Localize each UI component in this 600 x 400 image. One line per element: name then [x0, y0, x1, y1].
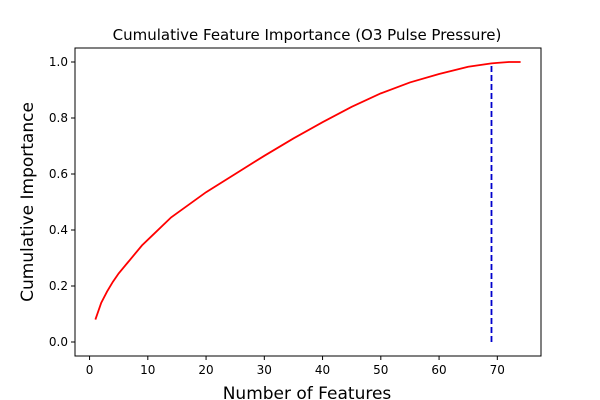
x-tick-label: 40 [315, 363, 330, 377]
axes-frame [74, 47, 542, 357]
x-tick-label: 0 [86, 363, 94, 377]
chart-title: Cumulative Feature Importance (O3 Pulse … [113, 26, 502, 44]
y-tick-label: 0.2 [49, 279, 68, 293]
x-axis-ticks: 0 10 20 30 40 50 60 70 [86, 356, 505, 377]
x-tick-label: 60 [431, 363, 446, 377]
y-axis-label: Cumulative Importance [18, 102, 38, 302]
x-tick-label: 30 [257, 363, 272, 377]
y-tick-label: 0.6 [49, 167, 68, 181]
x-tick-label: 20 [198, 363, 213, 377]
y-tick-label: 0.4 [49, 223, 68, 237]
x-tick-label: 10 [140, 363, 155, 377]
series-layer [94, 61, 521, 342]
y-tick-label: 0.0 [49, 335, 68, 349]
y-tick-label: 0.8 [49, 111, 68, 125]
y-axis-ticks: 0.0 0.2 0.4 0.6 0.8 1.0 [49, 55, 75, 349]
x-tick-label: 50 [373, 363, 388, 377]
x-axis-label: Number of Features [223, 384, 392, 400]
y-tick-label: 1.0 [49, 55, 68, 69]
cumulative-importance-line [94, 61, 521, 320]
x-tick-label: 70 [490, 363, 505, 377]
